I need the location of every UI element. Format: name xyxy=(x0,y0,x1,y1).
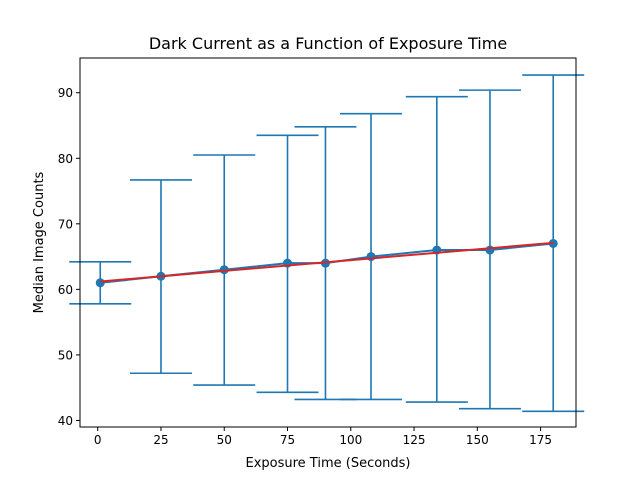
chart-title: Dark Current as a Function of Exposure T… xyxy=(149,34,507,53)
fit-line xyxy=(100,241,554,283)
plot-area xyxy=(69,74,585,413)
x-tick-label: 50 xyxy=(217,433,232,447)
x-tick-label: 75 xyxy=(280,433,295,447)
x-tick-label: 100 xyxy=(339,433,362,447)
x-axis-label: Exposure Time (Seconds) xyxy=(245,456,410,471)
data-point xyxy=(485,245,495,255)
y-tick-label: 50 xyxy=(58,348,73,362)
x-tick-label: 0 xyxy=(94,433,102,447)
y-tick-label: 80 xyxy=(58,152,73,166)
axes-frame xyxy=(79,57,577,428)
x-tick-label: 25 xyxy=(153,433,168,447)
y-tick-label: 90 xyxy=(58,86,73,100)
y-tick-label: 40 xyxy=(58,414,73,428)
data-point xyxy=(95,278,105,288)
y-tick-label: 70 xyxy=(58,217,73,231)
y-axis-label: Median Image Counts xyxy=(32,171,47,313)
x-tick-label: 125 xyxy=(403,433,426,447)
x-tick-label: 175 xyxy=(529,433,552,447)
axis-ticks: 0 25 50 75 100 125 150 175 40 50 60 70 80 90 xyxy=(58,86,552,447)
data-point xyxy=(366,252,376,262)
x-tick-label: 150 xyxy=(466,433,489,447)
y-tick-label: 60 xyxy=(58,283,73,297)
